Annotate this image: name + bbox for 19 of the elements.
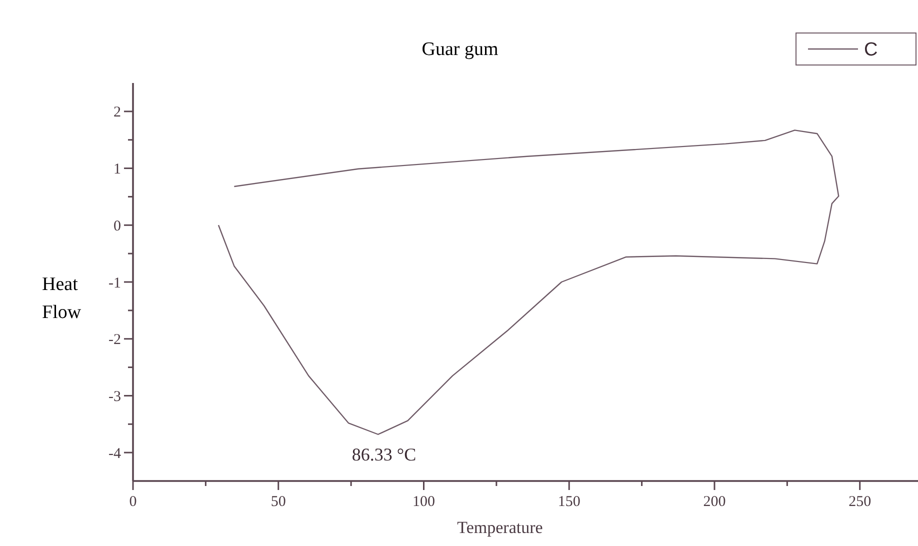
line-series (218, 130, 840, 435)
annotation: 86.33 °C (352, 444, 416, 464)
y-axis-title: Heat Flow (42, 274, 82, 323)
y-tick-label: 1 (114, 162, 121, 178)
chart-title: Guar gum (422, 39, 498, 60)
x-tick-label: 50 (270, 494, 286, 510)
y-tick-label: 0 (114, 218, 121, 234)
x-tick-label: 200 (703, 494, 726, 510)
legend-label: C (864, 40, 878, 61)
y-tick-label: 2 (114, 104, 121, 121)
x-axis-title: Temperature (457, 518, 543, 537)
y-tick-label: -2 (108, 332, 121, 348)
x-tick-label: 150 (558, 494, 580, 510)
x-tick-label: 250 (848, 494, 872, 510)
x-tick-label: 0 (129, 494, 137, 510)
y-tick-label: -3 (108, 388, 121, 405)
y-tick-label: -4 (108, 446, 122, 462)
x-tick-label: 100 (412, 494, 435, 510)
y-tick-label: -1 (108, 275, 121, 292)
